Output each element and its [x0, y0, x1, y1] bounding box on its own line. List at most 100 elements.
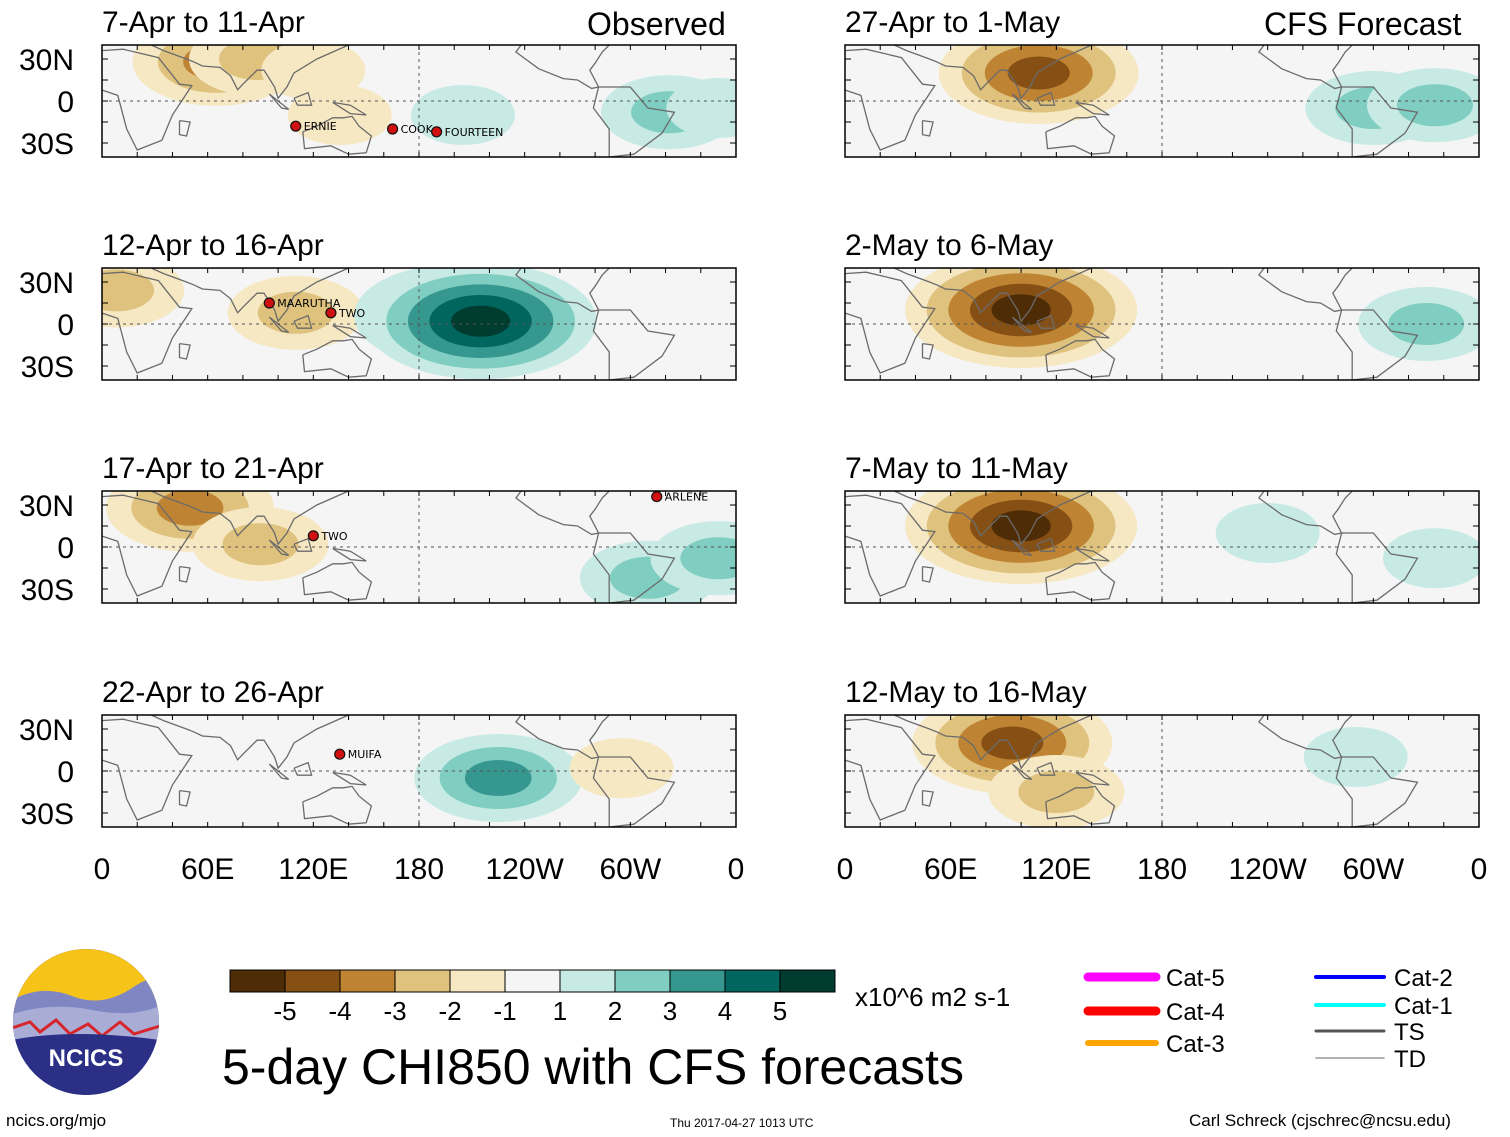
y-tick-label: 30S [21, 574, 74, 607]
x-tick-label: 0 [1471, 853, 1488, 886]
storm-label: FOURTEEN [445, 126, 504, 139]
coastline [332, 771, 367, 786]
coastline [1011, 539, 1033, 557]
storm-label: TWO [320, 530, 348, 543]
map-panel-1: ERNIE COOK FOURTEEN 7-Apr to 11-Apr 30N 0 30S [19, 6, 737, 161]
coastline [1045, 338, 1116, 378]
storm-marker [263, 297, 275, 309]
coastline [102, 48, 193, 151]
coastline [592, 756, 676, 827]
x-tick-label: 60E [924, 853, 977, 886]
x-tick-label: 60E [181, 853, 234, 886]
observed-header: Observed [587, 6, 726, 42]
coastline [921, 119, 934, 137]
x-tick-label: 180 [394, 853, 444, 886]
colorbar-label: -4 [328, 996, 351, 1026]
colorbar-label: 5 [773, 996, 787, 1026]
anomaly-contour [991, 510, 1051, 542]
storm-label: ARLENE [665, 491, 708, 504]
coastline [845, 271, 936, 374]
colorbar-label: 2 [608, 996, 622, 1026]
y-tick-label: 0 [57, 756, 74, 789]
coastline [514, 491, 610, 536]
x-tick-label: 120W [1228, 853, 1307, 886]
y-tick-label: 0 [57, 309, 74, 342]
coastline [102, 271, 193, 374]
coastline [1335, 532, 1419, 603]
x-tick-label: 60W [599, 853, 661, 886]
coastline [1335, 309, 1419, 380]
ncics-logo: NCICS [12, 948, 160, 1096]
storm-marker [307, 530, 319, 542]
colorbar-label: -3 [383, 996, 406, 1026]
panel-period-label: 2-May to 6-May [845, 229, 1053, 262]
coastline [178, 119, 191, 137]
x-tick-label: 0 [728, 853, 745, 886]
legend-label: Cat-5 [1166, 965, 1225, 992]
coastline [894, 45, 1092, 100]
coastline [178, 565, 191, 583]
anomaly-contour [1382, 528, 1479, 589]
anomaly-contour [287, 85, 392, 145]
map-panel-6: 2-May to 6-May [844, 229, 1480, 381]
y-tick-label: 30S [21, 351, 74, 384]
footer-url: ncics.org/mjo [6, 1111, 107, 1130]
colorbar-label: -2 [438, 996, 461, 1026]
coastline [1036, 761, 1056, 776]
colorbar-swatch [559, 969, 616, 993]
legend-label: Cat-3 [1166, 1031, 1225, 1058]
panel-period-label: 27-Apr to 1-May [845, 6, 1060, 39]
anomaly-contour [451, 305, 511, 337]
coastline [151, 491, 349, 546]
anomaly-contour [1007, 56, 1070, 90]
colorbar-swatch [394, 969, 451, 993]
colorbar-swatch [284, 969, 341, 993]
colorbar-units: x10^6 m2 s-1 [855, 982, 1011, 1012]
coastline [1045, 115, 1116, 155]
coastline [1011, 763, 1033, 781]
colorbar-swatch [614, 969, 671, 993]
anomaly-contour [981, 726, 1044, 760]
coastline [592, 309, 676, 380]
coastline [1011, 93, 1033, 111]
x-tick-label: 120E [1021, 853, 1091, 886]
coastline [894, 715, 1092, 770]
coastline [845, 718, 936, 821]
anomaly-contour [569, 738, 674, 799]
coastline [921, 342, 934, 360]
coastline [293, 91, 313, 106]
coastline [151, 715, 349, 770]
coastline [102, 494, 193, 597]
coastline [592, 532, 676, 603]
anomaly-contour [1215, 503, 1320, 563]
anomaly-contour [1396, 84, 1473, 127]
coastline [1075, 771, 1110, 786]
coastline [1075, 547, 1110, 562]
coastline [894, 268, 1092, 323]
y-tick-label: 30N [19, 267, 74, 300]
legend-label: Cat-2 [1394, 965, 1453, 992]
coastline [1045, 785, 1116, 825]
coastline [1036, 91, 1056, 106]
y-tick-label: 30N [19, 490, 74, 523]
colorbar-swatch [339, 969, 396, 993]
y-tick-label: 0 [57, 86, 74, 119]
y-tick-label: 30S [21, 798, 74, 831]
x-tick-label: 120W [485, 853, 564, 886]
panel-period-label: 7-May to 11-May [845, 452, 1068, 485]
coastline [894, 491, 1092, 546]
map-panel-3: TWO ARLENE 17-Apr to 21-Apr 30N 0 30S [19, 452, 737, 607]
storm-label: TWO [338, 307, 366, 320]
coastline [268, 763, 290, 781]
y-tick-label: 30N [19, 44, 74, 77]
legend-label: Cat-1 [1394, 993, 1453, 1020]
storm-label: MAARUTHA [277, 297, 341, 310]
colorbar-swatch [229, 969, 286, 993]
coastline [1335, 756, 1419, 827]
map-panel-8: 12-May to 16-May 0 60E 120E 180 120W 60W 0 [837, 676, 1488, 886]
footer-credit: Carl Schreck (cjschrec@ncsu.edu) [1189, 1111, 1451, 1130]
coastline [302, 115, 373, 155]
